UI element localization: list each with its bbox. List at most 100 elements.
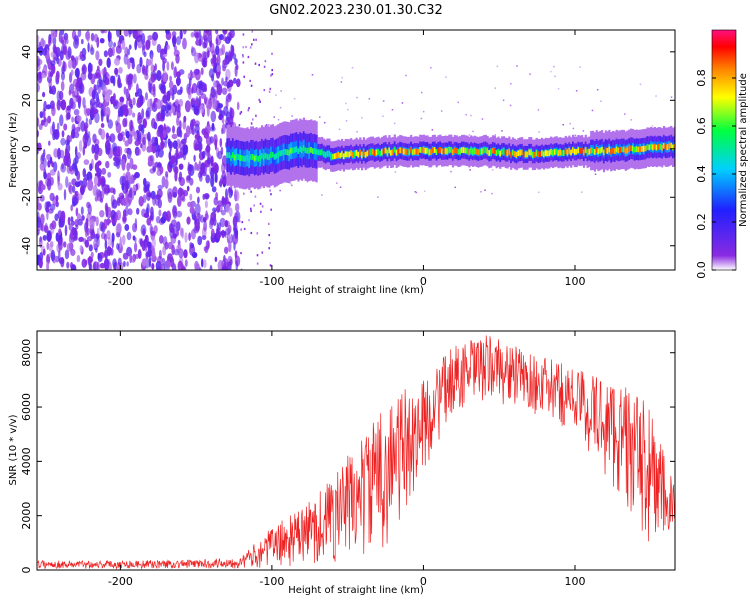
signal-cell bbox=[339, 152, 342, 159]
noise-cell bbox=[157, 184, 163, 191]
signal-cell bbox=[342, 153, 345, 160]
signal-cell bbox=[592, 147, 595, 154]
noise-cell bbox=[99, 210, 105, 218]
noise-cell bbox=[225, 76, 228, 83]
noise-cell bbox=[450, 170, 452, 173]
noise-cell bbox=[249, 79, 251, 82]
noise-cell bbox=[171, 219, 177, 227]
noise-cell bbox=[340, 81, 343, 83]
noise-cell bbox=[481, 118, 484, 120]
x-tick-label: -200 bbox=[108, 275, 133, 288]
noise-cell bbox=[651, 125, 653, 127]
signal-cell bbox=[419, 147, 422, 153]
signal-cell bbox=[555, 148, 558, 155]
noise-cell bbox=[51, 220, 57, 230]
noise-cell bbox=[271, 52, 273, 55]
signal-cell bbox=[346, 151, 349, 158]
noise-cell bbox=[46, 178, 52, 191]
noise-cell bbox=[94, 72, 98, 79]
signal-cell bbox=[610, 148, 613, 155]
noise-cell bbox=[45, 104, 52, 110]
noise-cell bbox=[139, 94, 144, 106]
noise-cell bbox=[538, 191, 540, 194]
y-tick-label: 4000 bbox=[20, 447, 33, 475]
noise-cell bbox=[253, 204, 255, 207]
noise-cell bbox=[167, 188, 173, 199]
snr-y-axis-label: SNR (10 * v/v) bbox=[8, 414, 19, 485]
noise-cell bbox=[117, 257, 122, 266]
signal-cell bbox=[572, 147, 575, 153]
signal-cell bbox=[286, 149, 289, 156]
noise-cell bbox=[516, 65, 518, 67]
noise-cell bbox=[86, 171, 93, 182]
noise-cell bbox=[221, 87, 228, 95]
noise-cell bbox=[290, 183, 292, 185]
noise-cell bbox=[48, 243, 53, 252]
noise-cell bbox=[135, 148, 142, 156]
y-tick-label: 0 bbox=[20, 567, 33, 574]
noise-cell bbox=[141, 108, 145, 120]
noise-cell bbox=[655, 95, 657, 97]
signal-cell bbox=[359, 149, 362, 156]
noise-cell bbox=[93, 175, 99, 186]
signal-cell bbox=[624, 148, 627, 154]
noise-cell bbox=[211, 122, 215, 131]
noise-cell bbox=[71, 128, 75, 139]
noise-cell bbox=[351, 67, 354, 69]
noise-cell bbox=[88, 118, 93, 125]
noise-cell bbox=[158, 124, 164, 135]
noise-cell bbox=[190, 32, 195, 38]
noise-cell bbox=[42, 91, 46, 98]
x-tick-label: 0 bbox=[420, 575, 427, 588]
noise-cell bbox=[106, 230, 111, 240]
noise-cell bbox=[142, 228, 146, 236]
signal-cell bbox=[506, 150, 509, 157]
noise-cell bbox=[215, 38, 219, 45]
noise-cell bbox=[55, 78, 60, 85]
signal-cell bbox=[353, 151, 356, 158]
signal-cell bbox=[553, 149, 556, 155]
noise-cell bbox=[43, 100, 47, 112]
signal-cell bbox=[395, 149, 398, 156]
noise-cell bbox=[251, 43, 253, 46]
noise-cell bbox=[639, 83, 642, 85]
noise-cell bbox=[89, 218, 95, 230]
signal-cell bbox=[295, 146, 298, 152]
noise-cell bbox=[107, 47, 113, 58]
noise-cell bbox=[98, 58, 103, 66]
signal-cell bbox=[231, 152, 235, 159]
noise-cell bbox=[496, 65, 499, 68]
noise-cell bbox=[242, 33, 245, 36]
noise-cell bbox=[279, 189, 281, 192]
signal-cell bbox=[657, 143, 660, 150]
noise-cell bbox=[97, 168, 102, 178]
noise-cell bbox=[190, 97, 196, 106]
signal-cell bbox=[388, 147, 391, 154]
noise-cell bbox=[422, 110, 425, 113]
signal-cell bbox=[504, 149, 507, 156]
y-tick-label: 8000 bbox=[20, 339, 33, 367]
noise-cell bbox=[63, 123, 68, 131]
noise-cell bbox=[115, 210, 122, 221]
noise-cell bbox=[166, 104, 172, 111]
noise-cell bbox=[79, 245, 83, 253]
noise-cell bbox=[233, 77, 237, 84]
signal-cell bbox=[373, 150, 376, 157]
noise-cell bbox=[68, 89, 72, 96]
noise-cell bbox=[529, 73, 531, 75]
noise-cell bbox=[57, 58, 62, 67]
signal-cell bbox=[581, 147, 584, 154]
noise-cell bbox=[175, 229, 179, 237]
noise-cell bbox=[146, 217, 152, 226]
noise-cell bbox=[247, 109, 250, 112]
noise-cell bbox=[168, 80, 174, 89]
signal-cell bbox=[608, 146, 611, 153]
noise-cell bbox=[141, 124, 145, 135]
noise-cell bbox=[470, 114, 472, 117]
noise-cell bbox=[94, 152, 99, 161]
noise-cell bbox=[179, 140, 185, 150]
noise-cell bbox=[159, 235, 164, 244]
noise-cell bbox=[177, 260, 184, 270]
noise-cell bbox=[150, 206, 154, 217]
noise-cell bbox=[219, 217, 226, 228]
